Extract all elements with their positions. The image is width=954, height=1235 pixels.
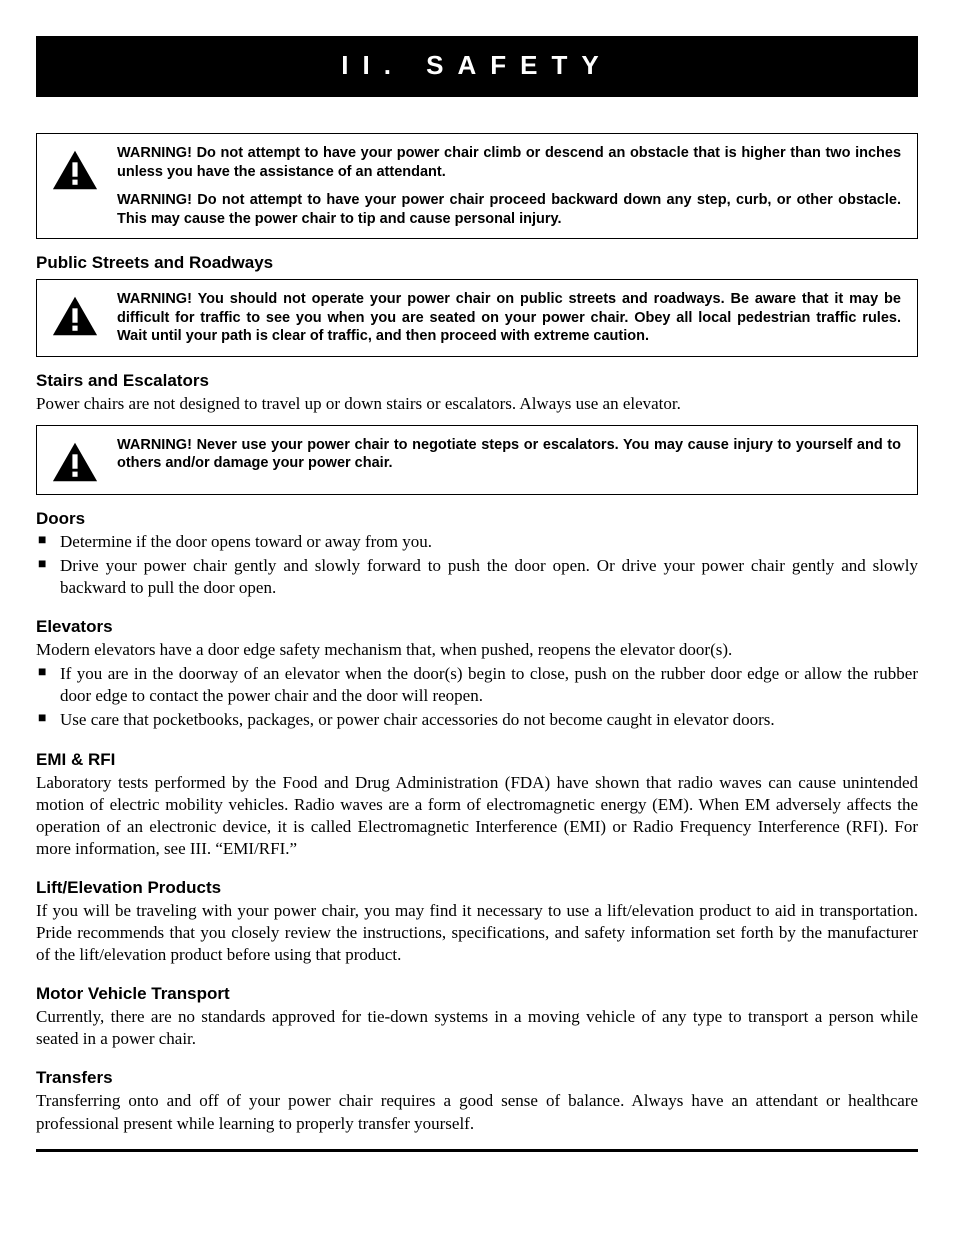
- warning-box-streets: WARNING! You should not operate your pow…: [36, 279, 918, 357]
- warning-body: Do not attempt to have your power chair …: [117, 192, 901, 227]
- warning-icon: [47, 144, 103, 192]
- heading-elevators: Elevators: [36, 617, 918, 637]
- heading-transfers: Transfers: [36, 1068, 918, 1088]
- heading-doors: Doors: [36, 509, 918, 529]
- warning-body: Do not attempt to have your power chair …: [117, 145, 901, 180]
- list-item: Determine if the door opens toward or aw…: [36, 531, 918, 553]
- heading-public-streets: Public Streets and Roadways: [36, 253, 918, 273]
- warning-text: WARNING! You should not operate your pow…: [117, 290, 901, 346]
- list-item: If you are in the doorway of an elevator…: [36, 663, 918, 707]
- warning-text: WARNING! Do not attempt to have your pow…: [117, 144, 901, 228]
- warning-box-stairs: WARNING! Never use your power chair to n…: [36, 425, 918, 495]
- body-lift: If you will be traveling with your power…: [36, 900, 918, 966]
- warning-box-obstacles: WARNING! Do not attempt to have your pow…: [36, 133, 918, 239]
- warning-label: WARNING!: [117, 192, 192, 208]
- heading-lift: Lift/Elevation Products: [36, 878, 918, 898]
- warning-label: WARNING!: [117, 145, 192, 161]
- divider: [36, 1149, 918, 1152]
- warning-label: WARNING!: [117, 437, 192, 453]
- warning-body: You should not operate your power chair …: [117, 291, 901, 344]
- warning-body: Never use your power chair to negotiate …: [117, 437, 901, 472]
- heading-emi: EMI & RFI: [36, 750, 918, 770]
- heading-motor: Motor Vehicle Transport: [36, 984, 918, 1004]
- body-emi: Laboratory tests performed by the Food a…: [36, 772, 918, 860]
- list-item: Drive your power chair gently and slowly…: [36, 555, 918, 599]
- page-header: II. SAFETY: [36, 36, 918, 97]
- warning-text: WARNING! Never use your power chair to n…: [117, 436, 901, 473]
- warning-label: WARNING!: [117, 291, 192, 307]
- body-stairs: Power chairs are not designed to travel …: [36, 393, 918, 415]
- list-item: Use care that pocketbooks, packages, or …: [36, 709, 918, 731]
- body-transfers: Transferring onto and off of your power …: [36, 1090, 918, 1134]
- body-elevators: Modern elevators have a door edge safety…: [36, 639, 918, 661]
- list-doors: Determine if the door opens toward or aw…: [36, 531, 918, 599]
- header-title: II. SAFETY: [341, 50, 612, 80]
- heading-stairs: Stairs and Escalators: [36, 371, 918, 391]
- warning-icon: [47, 290, 103, 338]
- body-motor: Currently, there are no standards approv…: [36, 1006, 918, 1050]
- warning-icon: [47, 436, 103, 484]
- list-elevators: If you are in the doorway of an elevator…: [36, 663, 918, 731]
